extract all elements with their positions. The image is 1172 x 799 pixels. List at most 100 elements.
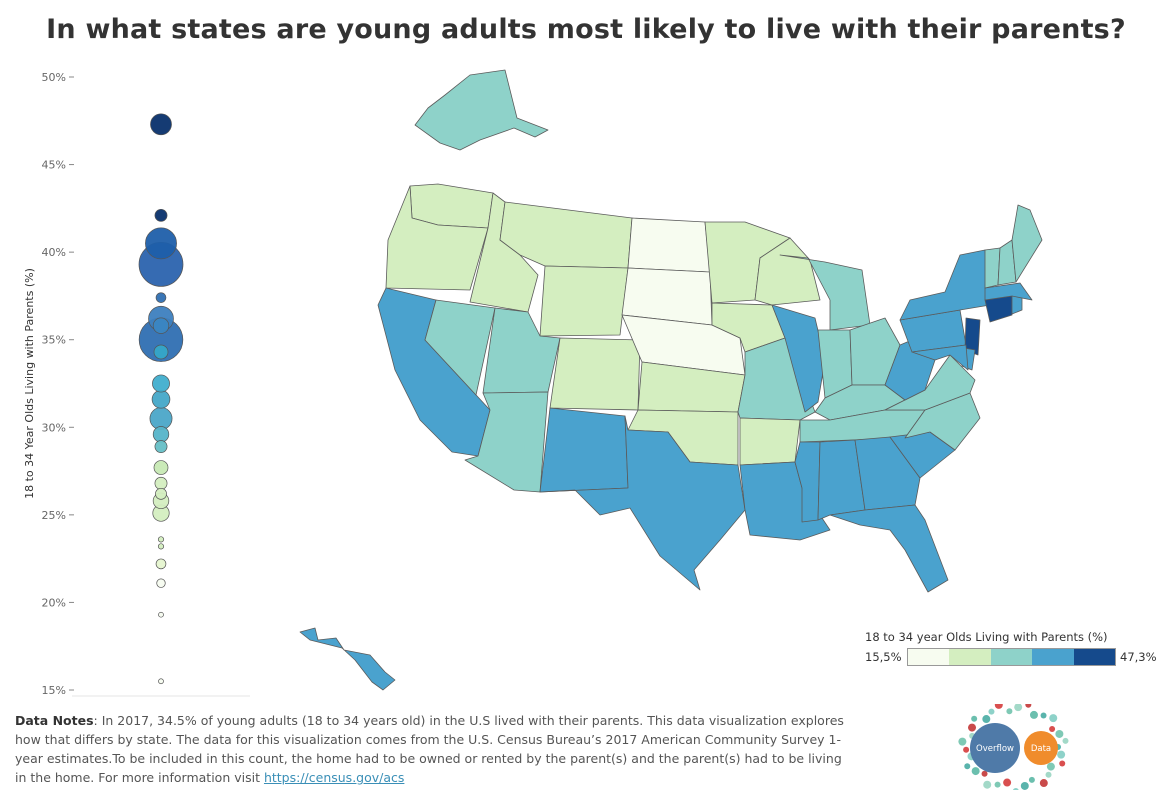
logo-right-circle <box>1024 731 1058 765</box>
state-bubble[interactable] <box>151 389 171 409</box>
state-bubble[interactable] <box>158 678 164 685</box>
y-tick-label: 40% <box>42 246 66 259</box>
y-tick-label: 20% <box>42 596 66 609</box>
logo-dot <box>1049 726 1056 732</box>
state-ct[interactable] <box>984 295 1013 323</box>
y-tick-label: 50% <box>42 71 66 84</box>
state-md[interactable] <box>911 344 969 371</box>
state-bubble[interactable] <box>152 426 170 443</box>
logo-dot <box>1045 771 1052 778</box>
state-ak[interactable] <box>414 69 549 151</box>
state-fl[interactable] <box>829 504 949 593</box>
state-bubble[interactable] <box>156 578 166 588</box>
y-tick-label: 45% <box>42 159 66 172</box>
state-bubble[interactable] <box>157 543 165 550</box>
state-bubble[interactable] <box>154 208 168 222</box>
state-bubble[interactable] <box>158 611 164 618</box>
state-or[interactable] <box>385 185 489 291</box>
logo-dot <box>1020 781 1029 790</box>
logo-dot <box>1055 729 1064 738</box>
y-tick-label: 35% <box>42 334 66 347</box>
state-nv[interactable] <box>424 299 496 396</box>
logo-dot <box>968 723 977 732</box>
logo-dot <box>1012 787 1019 790</box>
logo-dot <box>958 737 967 746</box>
logo-dot <box>1025 704 1032 708</box>
state-ma[interactable] <box>984 282 1033 301</box>
logo-dot <box>983 780 992 789</box>
logo-dot <box>981 770 988 777</box>
state-nd[interactable] <box>627 217 711 273</box>
y-axis-label: 18 to 34 Year Olds Living with Parents (… <box>23 268 36 499</box>
data-overflow-logo: Overflow Data <box>958 704 1069 790</box>
logo-dot <box>1057 750 1066 759</box>
state-bubble[interactable] <box>153 460 169 475</box>
state-co[interactable] <box>549 337 641 411</box>
notes-label: Data Notes <box>15 713 94 728</box>
notes-text: : In 2017, 34.5% of young adults (18 to … <box>15 713 844 785</box>
state-bubble[interactable] <box>157 536 165 543</box>
bubble-axis-chart: 50% 45% 40% 35% 30% 25% 20% 15% 18 to 34 Year Ol… <box>23 71 250 697</box>
y-tick-label: 25% <box>42 509 66 522</box>
state-bubble[interactable] <box>153 344 169 360</box>
logo-right-text: Data <box>1031 744 1051 754</box>
state-bubble[interactable] <box>152 374 170 393</box>
legend-min-label: 15,5% <box>865 650 902 664</box>
state-ne[interactable] <box>621 314 746 376</box>
state-ar[interactable] <box>739 417 801 466</box>
state-wi[interactable] <box>754 237 821 306</box>
state-bubble[interactable] <box>150 113 172 136</box>
logo-dot <box>1059 760 1066 767</box>
page-title: In what states are young adults most lik… <box>46 14 1126 45</box>
logo-dot <box>1039 779 1048 788</box>
state-vt[interactable] <box>984 247 1001 289</box>
state-me[interactable] <box>1011 204 1043 283</box>
logo-dot <box>1003 778 1012 787</box>
logo-dot <box>1040 712 1047 719</box>
y-tick-label: 30% <box>42 421 66 434</box>
state-bubble[interactable] <box>154 440 168 453</box>
logo-dot <box>1006 708 1013 715</box>
state-nj[interactable] <box>964 317 981 356</box>
logo-left-circle <box>970 723 1020 773</box>
state-bubble[interactable] <box>155 487 167 500</box>
logo-dot <box>971 767 980 776</box>
y-tick-label: 15% <box>42 684 66 697</box>
legend-swatch-3 <box>990 649 1033 665</box>
legend-swatch-1 <box>908 649 950 665</box>
legend-swatch-5 <box>1073 649 1116 665</box>
legend-max-label: 47,3% <box>1120 650 1157 664</box>
us-choropleth-map <box>299 69 1043 691</box>
logo-dot <box>1028 776 1035 783</box>
state-hi[interactable] <box>299 627 396 691</box>
legend-swatch-2 <box>949 649 991 665</box>
data-notes: Data Notes: In 2017, 34.5% of young adul… <box>15 711 845 787</box>
logo-dot <box>994 781 1001 788</box>
census-link[interactable]: https://census.gov/acs <box>263 770 405 785</box>
logo-left-text: Overflow <box>976 744 1014 754</box>
logo-dot <box>994 704 1003 709</box>
state-bubble[interactable] <box>155 292 167 303</box>
state-ri[interactable] <box>1011 295 1023 315</box>
logo-dot <box>988 708 995 715</box>
legend-swatch-4 <box>1032 649 1074 665</box>
legend-color-bar <box>907 648 1116 666</box>
state-wy[interactable] <box>539 265 629 337</box>
logo-dot <box>963 746 970 753</box>
logo-dot <box>1046 762 1055 771</box>
state-il[interactable] <box>771 304 826 413</box>
state-bubble[interactable] <box>152 317 170 334</box>
color-legend: 18 to 34 year Olds Living with Parents (… <box>865 630 1165 666</box>
logo-dot <box>982 715 991 724</box>
logo-dot <box>1029 710 1038 719</box>
legend-title: 18 to 34 year Olds Living with Parents (… <box>865 630 1108 644</box>
state-az[interactable] <box>464 391 549 493</box>
state-bubble[interactable] <box>154 476 168 490</box>
state-tx[interactable] <box>539 415 746 591</box>
state-bubble[interactable] <box>145 227 177 260</box>
state-ny[interactable] <box>899 249 991 321</box>
state-ga[interactable] <box>854 436 921 511</box>
state-nm[interactable] <box>539 407 629 493</box>
state-mi[interactable] <box>779 254 871 331</box>
state-bubble[interactable] <box>155 558 167 570</box>
